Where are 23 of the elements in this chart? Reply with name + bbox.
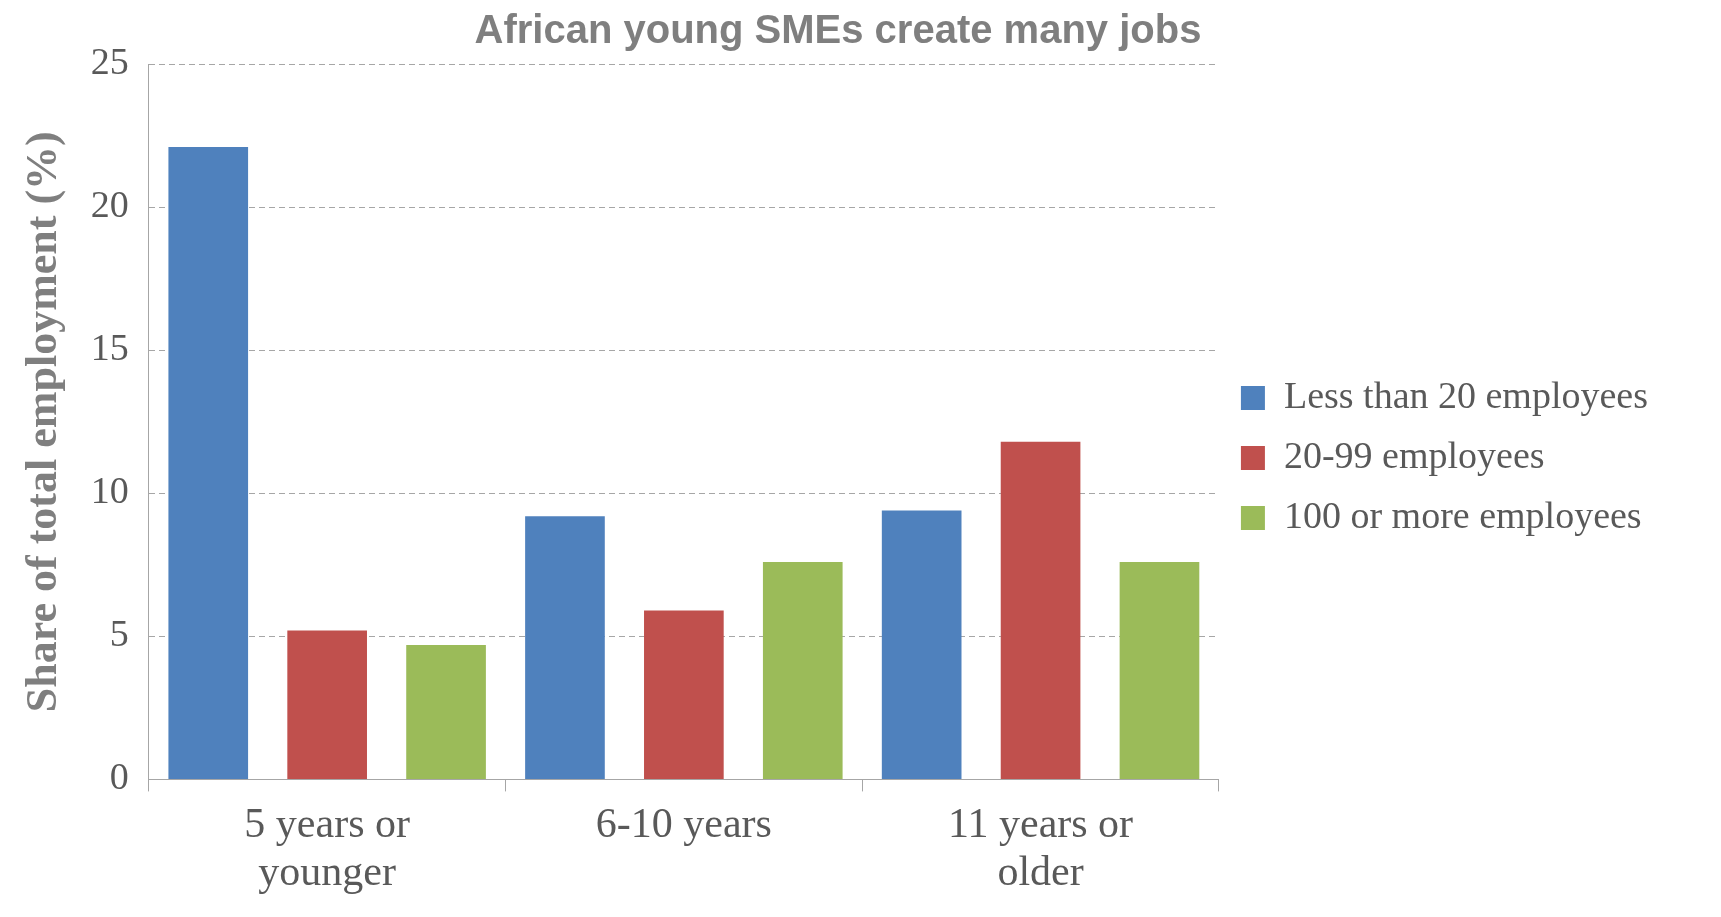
y-tick-label: 15 — [90, 326, 129, 369]
x-tick-label: 5 years or younger — [244, 799, 410, 894]
bar — [644, 610, 724, 779]
y-tick-label: 0 — [109, 755, 129, 798]
y-tick-label: 5 — [109, 612, 129, 655]
chart-title: African young SMEs create many jobs — [474, 7, 1202, 52]
x-tick-label: 11 years or older — [948, 799, 1134, 894]
legend-label: 20-99 employees — [1283, 433, 1545, 476]
x-tick-label: 6-10 years — [595, 799, 772, 846]
y-tick-label: 25 — [90, 39, 129, 82]
y-tick-label: 20 — [90, 183, 129, 226]
bar — [525, 516, 605, 779]
bar — [1119, 561, 1200, 779]
bar — [168, 146, 249, 779]
y-tick-label: 10 — [90, 469, 129, 512]
bar — [762, 561, 843, 779]
legend-label: 100 or more employees — [1283, 493, 1642, 536]
bar — [287, 630, 367, 779]
bar — [406, 644, 486, 779]
legend-label: Less than 20 employees — [1283, 373, 1649, 416]
bar — [1000, 441, 1081, 779]
bar — [881, 510, 962, 779]
y-axis-title: Share of total employment (%) — [16, 131, 66, 713]
